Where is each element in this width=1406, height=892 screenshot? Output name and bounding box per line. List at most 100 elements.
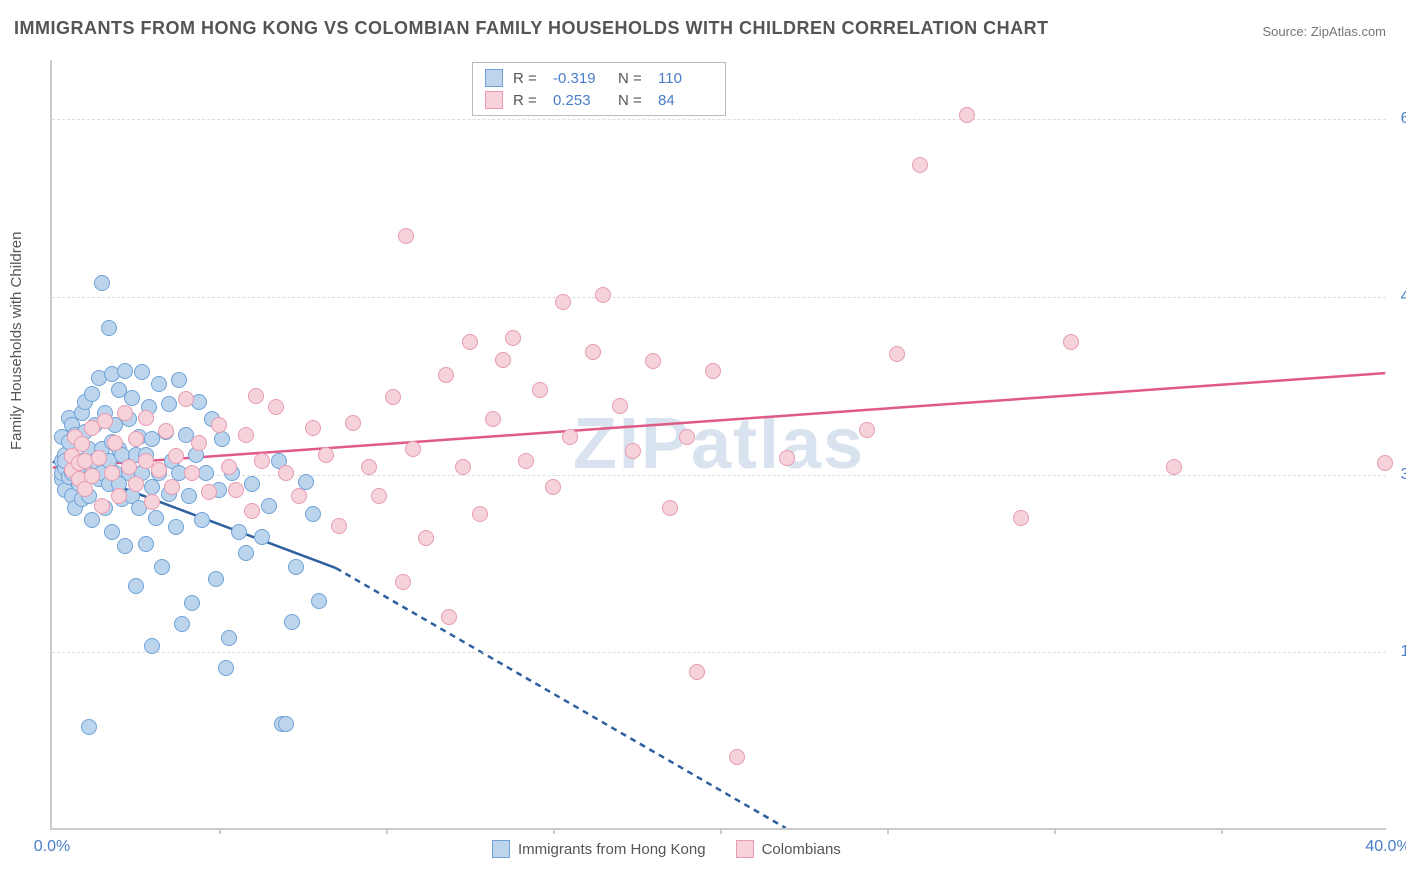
n-label: N = <box>618 92 648 109</box>
data-point-hongkong <box>104 524 120 540</box>
data-point-hongkong <box>181 488 197 504</box>
r-value-colombians: 0.253 <box>553 92 608 109</box>
data-point-colombians <box>238 427 254 443</box>
gridline-h <box>52 652 1386 653</box>
data-point-colombians <box>361 459 377 475</box>
gridline-h <box>52 119 1386 120</box>
data-point-hongkong <box>117 363 133 379</box>
legend-label-colombians: Colombians <box>762 841 841 858</box>
swatch-colombians <box>485 91 503 109</box>
data-point-hongkong <box>278 716 294 732</box>
x-axis-legend: Immigrants from Hong Kong Colombians <box>492 840 841 858</box>
data-point-colombians <box>1013 510 1029 526</box>
data-point-hongkong <box>94 275 110 291</box>
data-point-colombians <box>121 459 137 475</box>
y-tick-label: 30.0% <box>1391 466 1406 484</box>
x-tick-minor <box>720 828 722 834</box>
data-point-colombians <box>144 494 160 510</box>
data-point-colombians <box>462 334 478 350</box>
data-point-hongkong <box>128 578 144 594</box>
legend-row-colombians: R = 0.253 N = 84 <box>485 89 713 111</box>
data-point-colombians <box>158 423 174 439</box>
x-tick-minor <box>887 828 889 834</box>
data-point-hongkong <box>124 390 140 406</box>
data-point-colombians <box>959 107 975 123</box>
data-point-hongkong <box>221 630 237 646</box>
x-tick-label: 0.0% <box>34 838 70 856</box>
n-label: N = <box>618 70 648 87</box>
data-point-colombians <box>595 287 611 303</box>
legend-item-hongkong: Immigrants from Hong Kong <box>492 840 706 858</box>
watermark: ZIPatlas <box>573 403 865 485</box>
data-point-colombians <box>889 346 905 362</box>
data-point-colombians <box>385 389 401 405</box>
swatch-hongkong <box>485 69 503 87</box>
data-point-colombians <box>138 410 154 426</box>
data-point-colombians <box>104 465 120 481</box>
data-point-hongkong <box>261 498 277 514</box>
legend-label-hongkong: Immigrants from Hong Kong <box>518 841 706 858</box>
x-tick-minor <box>386 828 388 834</box>
x-tick-minor <box>553 828 555 834</box>
data-point-colombians <box>455 459 471 475</box>
data-point-colombians <box>268 399 284 415</box>
data-point-colombians <box>278 465 294 481</box>
data-point-colombians <box>1377 455 1393 471</box>
data-point-colombians <box>912 157 928 173</box>
data-point-hongkong <box>117 538 133 554</box>
data-point-colombians <box>398 228 414 244</box>
y-tick-label: 15.0% <box>1391 643 1406 661</box>
data-point-hongkong <box>134 364 150 380</box>
data-point-colombians <box>518 453 534 469</box>
y-tick-label: 60.0% <box>1391 110 1406 128</box>
data-point-colombians <box>625 443 641 459</box>
source-label: Source: ZipAtlas.com <box>1262 24 1386 39</box>
data-point-hongkong <box>101 320 117 336</box>
data-point-colombians <box>495 352 511 368</box>
data-point-colombians <box>505 330 521 346</box>
data-point-colombians <box>371 488 387 504</box>
data-point-colombians <box>395 574 411 590</box>
data-point-colombians <box>111 488 127 504</box>
data-point-hongkong <box>218 660 234 676</box>
data-point-colombians <box>418 530 434 546</box>
r-value-hongkong: -0.319 <box>553 70 608 87</box>
data-point-colombians <box>779 450 795 466</box>
data-point-hongkong <box>144 479 160 495</box>
data-point-colombians <box>645 353 661 369</box>
data-point-colombians <box>164 479 180 495</box>
data-point-colombians <box>248 388 264 404</box>
data-point-hongkong <box>254 529 270 545</box>
data-point-hongkong <box>148 510 164 526</box>
data-point-hongkong <box>84 386 100 402</box>
data-point-colombians <box>545 479 561 495</box>
data-point-colombians <box>184 465 200 481</box>
gridline-h <box>52 475 1386 476</box>
gridline-h <box>52 297 1386 298</box>
data-point-hongkong <box>84 512 100 528</box>
r-label: R = <box>513 92 543 109</box>
data-point-hongkong <box>168 519 184 535</box>
x-tick-label: 40.0% <box>1365 838 1406 856</box>
data-point-hongkong <box>244 476 260 492</box>
data-point-colombians <box>178 391 194 407</box>
data-point-hongkong <box>81 719 97 735</box>
data-point-colombians <box>705 363 721 379</box>
legend-row-hongkong: R = -0.319 N = 110 <box>485 67 713 89</box>
legend-item-colombians: Colombians <box>736 840 841 858</box>
data-point-colombians <box>485 411 501 427</box>
plot-area: ZIPatlas R = -0.319 N = 110 R = 0.253 N … <box>50 60 1386 830</box>
data-point-hongkong <box>161 396 177 412</box>
data-point-colombians <box>441 609 457 625</box>
data-point-colombians <box>201 484 217 500</box>
data-point-hongkong <box>174 616 190 632</box>
chart-title: IMMIGRANTS FROM HONG KONG VS COLOMBIAN F… <box>14 18 1049 39</box>
swatch-hongkong-b <box>492 840 510 858</box>
data-point-colombians <box>689 664 705 680</box>
data-point-hongkong <box>194 512 210 528</box>
trend-lines <box>52 60 1386 828</box>
r-label: R = <box>513 70 543 87</box>
data-point-colombians <box>318 447 334 463</box>
data-point-hongkong <box>214 431 230 447</box>
data-point-colombians <box>679 429 695 445</box>
